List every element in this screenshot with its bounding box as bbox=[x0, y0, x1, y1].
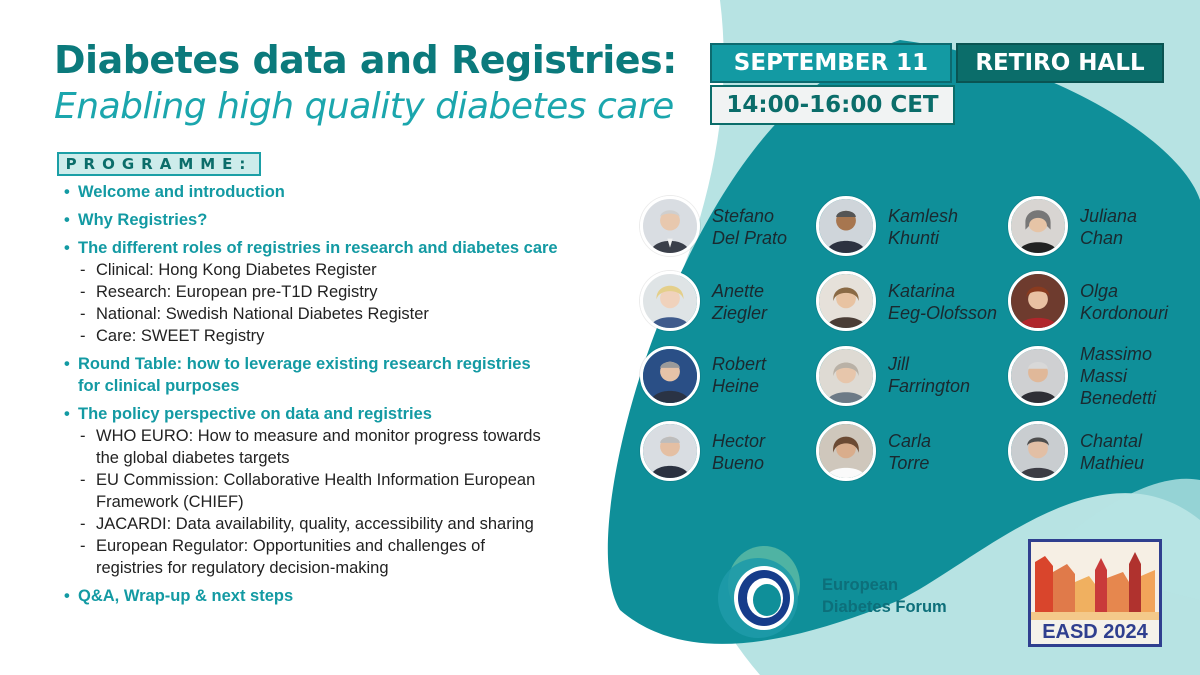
bullet-icon: • bbox=[64, 405, 70, 423]
bullet-icon: • bbox=[64, 587, 70, 605]
speaker-name: Stefano Del Prato bbox=[712, 206, 788, 248]
programme-subitem: - JACARDI: Data availability, quality, ac… bbox=[80, 515, 534, 533]
speaker-photo bbox=[1008, 421, 1068, 481]
speaker-photo bbox=[1008, 271, 1068, 331]
programme-label: PROGRAMME: bbox=[57, 152, 261, 176]
bullet-icon: • bbox=[64, 355, 70, 373]
programme-item: • Q&A, Wrap-up & next steps bbox=[64, 587, 294, 605]
forum-name: European Diabetes Forum bbox=[822, 576, 947, 616]
programme-subitem-continued: Framework (CHIEF) bbox=[96, 493, 244, 511]
event-date: SEPTEMBER 11 bbox=[710, 43, 952, 83]
madrid-skyline-illustration bbox=[1031, 542, 1159, 620]
programme-item: • The policy perspective on data and reg… bbox=[64, 405, 432, 423]
easd-label: EASD 2024 bbox=[1031, 620, 1159, 644]
programme-subitem-continued: the global diabetes targets bbox=[96, 449, 290, 467]
speaker-photo bbox=[640, 271, 700, 331]
speaker-photo bbox=[640, 346, 700, 406]
programme-item: • Welcome and introduction bbox=[64, 183, 285, 201]
programme-item: • Why Registries? bbox=[64, 211, 208, 229]
event-time: 14:00-16:00 CET bbox=[710, 85, 955, 125]
speaker-photo bbox=[816, 196, 876, 256]
event-hall: RETIRO HALL bbox=[956, 43, 1164, 83]
speaker-name: Juliana Chan bbox=[1080, 206, 1138, 248]
european-diabetes-forum-logo bbox=[718, 546, 800, 638]
speaker-name: Massimo Massi Benedetti bbox=[1080, 344, 1157, 408]
speaker-photo bbox=[816, 346, 876, 406]
programme-list: • Welcome and introduction • Why Registr… bbox=[62, 181, 582, 607]
programme-subitem: - EU Commission: Collaborative Health Inf… bbox=[80, 471, 536, 489]
page-subtitle: Enabling high quality diabetes care bbox=[54, 86, 674, 127]
speaker-name: Jill Farrington bbox=[888, 354, 971, 396]
speaker-photo bbox=[816, 271, 876, 331]
bullet-icon: • bbox=[64, 211, 70, 229]
programme-item: • The different roles of registries in r… bbox=[64, 239, 558, 257]
programme-subitem: - Clinical: Hong Kong Diabetes Register bbox=[80, 261, 377, 279]
speaker-name: Kamlesh Khunti bbox=[888, 206, 959, 248]
speaker-photo bbox=[640, 196, 700, 256]
speaker-name: Robert Heine bbox=[712, 354, 767, 396]
bullet-icon: • bbox=[64, 239, 70, 257]
speaker-name: Katarina Eeg-Olofsson bbox=[888, 281, 998, 323]
speaker-name: Carla Torre bbox=[888, 431, 932, 473]
programme-subitem: - National: Swedish National Diabetes Reg… bbox=[80, 305, 429, 323]
bullet-icon: • bbox=[64, 183, 70, 201]
speaker-name: Anette Ziegler bbox=[712, 281, 768, 323]
programme-subitem: - European Regulator: Opportunities and c… bbox=[80, 537, 485, 555]
speaker-photo bbox=[816, 421, 876, 481]
speaker-photo bbox=[1008, 346, 1068, 406]
speaker-photo bbox=[1008, 196, 1068, 256]
programme-subitem: - Care: SWEET Registry bbox=[80, 327, 265, 345]
speaker-name: Chantal Mathieu bbox=[1080, 431, 1145, 473]
easd-2024-badge: EASD 2024 bbox=[1028, 539, 1162, 647]
speaker-name: Olga Kordonouri bbox=[1080, 281, 1169, 323]
programme-subitem: - WHO EURO: How to measure and monitor pr… bbox=[80, 427, 541, 445]
speaker-photo bbox=[640, 421, 700, 481]
speaker-name: Hector Bueno bbox=[712, 431, 766, 473]
programme-subitem: - Research: European pre-T1D Registry bbox=[80, 283, 378, 301]
programme-item: • Round Table: how to leverage existing … bbox=[64, 355, 531, 395]
programme-subitem-continued: registries for regulatory decision-makin… bbox=[96, 559, 389, 577]
page-title: Diabetes data and Registries: bbox=[54, 38, 677, 82]
